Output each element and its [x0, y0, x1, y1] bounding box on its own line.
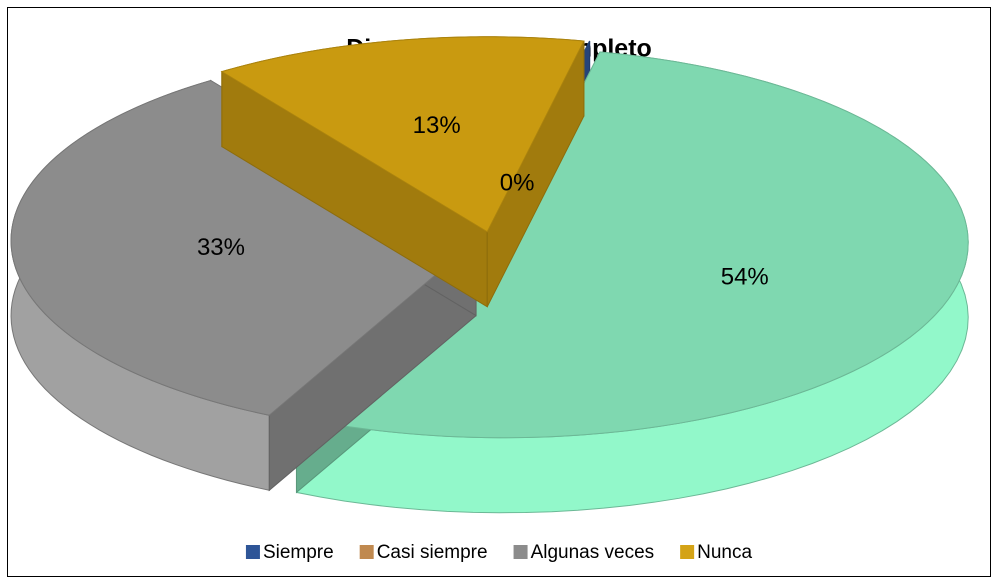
legend-item: Nunca [680, 542, 752, 563]
legend-label: Siempre [263, 542, 334, 563]
legend-swatch [680, 545, 695, 559]
pie-slice [220, 36, 585, 308]
data-label: 13% [413, 112, 461, 139]
legend-swatch [245, 545, 260, 559]
slice-top [220, 36, 585, 233]
legend-swatch [359, 545, 374, 559]
data-label: 54% [721, 263, 769, 290]
data-label: 33% [197, 234, 245, 261]
pie: 0% 54% 33% 13% [10, 36, 969, 514]
legend-label: Nunca [697, 542, 752, 563]
legend-swatch [513, 545, 528, 559]
slice-top [10, 79, 477, 416]
legend-item: Siempre [245, 542, 334, 563]
legend: Siempre Casi siempre Algunas veces Nunca [245, 542, 752, 563]
legend-item: Casi siempre [359, 542, 488, 563]
legend-item: Algunas veces [513, 542, 655, 563]
legend-label: Casi siempre [377, 542, 488, 563]
legend-label: Algunas veces [531, 542, 655, 563]
slice-top [295, 51, 969, 439]
pie-slice [295, 51, 969, 514]
data-label: 0% [500, 169, 535, 196]
